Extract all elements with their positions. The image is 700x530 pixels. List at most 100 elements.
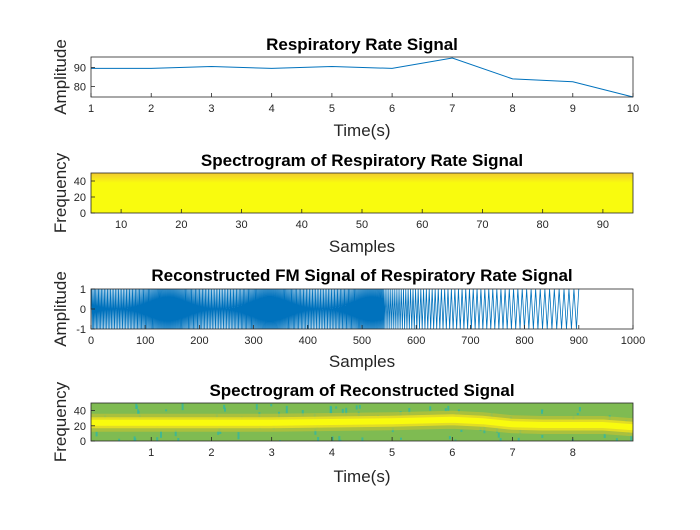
- spectrogram-speckle: [541, 410, 543, 414]
- x-tick-label: 700: [461, 335, 479, 347]
- x-tick-label: 3: [269, 447, 275, 459]
- y-tick-label: 20: [74, 192, 86, 204]
- x-tick-label: 6: [389, 103, 395, 115]
- y-tick-label: -1: [76, 324, 86, 336]
- spectrogram-speckle: [577, 413, 579, 415]
- chart-title: Respiratory Rate Signal: [266, 35, 458, 54]
- x-tick-label: 4: [269, 103, 275, 115]
- x-tick-label: 800: [515, 335, 533, 347]
- y-tick-label: 40: [74, 406, 86, 418]
- x-tick-label: 1: [88, 103, 94, 115]
- y-axis-label: Amplitude: [51, 39, 70, 115]
- spectrogram-speckle: [286, 406, 288, 413]
- y-tick-label: 0: [80, 304, 86, 316]
- spectrogram-speckle: [541, 435, 543, 438]
- x-tick-label: 50: [356, 219, 368, 231]
- y-tick-label: 1: [80, 284, 86, 296]
- y-tick-label: 80: [74, 82, 86, 94]
- spectrogram-speckle: [96, 432, 98, 437]
- x-tick-label: 900: [570, 335, 588, 347]
- spectrogram-speckle: [449, 436, 451, 439]
- x-tick-label: 600: [407, 335, 425, 347]
- x-tick-label: 1: [148, 447, 154, 459]
- y-axis-label: Frequency: [51, 381, 70, 462]
- x-tick-label: 100: [136, 335, 154, 347]
- x-tick-label: 500: [353, 335, 371, 347]
- x-tick-label: 400: [299, 335, 317, 347]
- spectrogram-speckle: [400, 438, 402, 440]
- spectrogram-image: [91, 173, 633, 213]
- spectrogram-speckle: [518, 438, 520, 443]
- x-tick-label: 30: [235, 219, 247, 231]
- x-axis-label: Time(s): [334, 121, 391, 140]
- spectrogram-speckle: [429, 406, 431, 410]
- spectrogram-speckle: [616, 438, 618, 445]
- x-tick-label: 2: [208, 447, 214, 459]
- spectrogram-speckle: [361, 437, 363, 443]
- x-tick-label: 4: [329, 447, 335, 459]
- x-tick-label: 0: [88, 335, 94, 347]
- spectrogram-speckle: [165, 409, 167, 411]
- chart-title: Spectrogram of Reconstructed Signal: [209, 381, 514, 400]
- spectrogram-speckle: [356, 405, 358, 409]
- spectrogram-speckle: [182, 403, 184, 410]
- x-tick-label: 200: [190, 335, 208, 347]
- plot-area: [91, 57, 633, 97]
- spectrogram-speckle: [138, 411, 140, 414]
- spectrogram-speckle: [136, 406, 138, 409]
- x-tick-label: 1000: [621, 335, 645, 347]
- spectrogram-speckle: [579, 407, 581, 411]
- spectrogram-speckle: [447, 406, 449, 411]
- x-tick-label: 5: [389, 447, 395, 459]
- spectrogram-speckle: [460, 430, 462, 432]
- x-tick-label: 8: [509, 103, 515, 115]
- x-tick-label: 7: [449, 103, 455, 115]
- x-tick-label: 90: [597, 219, 609, 231]
- x-tick-label: 7: [509, 447, 515, 459]
- x-tick-label: 9: [570, 103, 576, 115]
- x-tick-label: 3: [208, 103, 214, 115]
- x-tick-label: 80: [537, 219, 549, 231]
- spectrogram-speckle: [330, 406, 332, 414]
- x-tick-label: 8: [570, 447, 576, 459]
- chart-title: Spectrogram of Respiratory Rate Signal: [201, 151, 523, 170]
- spectrogram-speckle: [454, 440, 456, 447]
- x-tick-label: 40: [296, 219, 308, 231]
- y-axis-label: Frequency: [51, 152, 70, 233]
- spectrogram-speckle: [317, 437, 319, 442]
- spectrogram-speckle: [118, 439, 120, 447]
- spectrogram-image: [91, 403, 633, 447]
- chart-title: Reconstructed FM Signal of Respiratory R…: [151, 266, 572, 285]
- x-tick-label: 70: [476, 219, 488, 231]
- x-tick-label: 6: [449, 447, 455, 459]
- y-axis-label: Amplitude: [51, 271, 70, 347]
- spectrogram-speckle: [156, 437, 158, 443]
- y-tick-label: 40: [74, 176, 86, 188]
- spectrogram-speckle: [498, 433, 500, 438]
- spectrogram-speckle: [256, 404, 258, 410]
- spectrogram-speckle: [224, 408, 226, 412]
- x-tick-label: 60: [416, 219, 428, 231]
- y-tick-label: 0: [80, 208, 86, 220]
- x-axis-label: Samples: [329, 352, 395, 371]
- spectrogram-speckle: [359, 405, 361, 409]
- x-tick-label: 5: [329, 103, 335, 115]
- x-axis-label: Time(s): [334, 467, 391, 486]
- x-tick-label: 300: [244, 335, 262, 347]
- x-tick-label: 20: [175, 219, 187, 231]
- spectrogram-speckle: [500, 438, 502, 443]
- x-axis-label: Samples: [329, 237, 395, 256]
- y-tick-label: 90: [74, 62, 86, 74]
- panel-fm-signal: Reconstructed FM Signal of Respiratory R…: [51, 266, 645, 371]
- x-tick-label: 10: [115, 219, 127, 231]
- x-tick-label: 10: [627, 103, 639, 115]
- spectrogram-speckle: [270, 404, 272, 406]
- y-tick-label: 0: [80, 436, 86, 448]
- y-tick-label: 20: [74, 421, 86, 433]
- spectrogram-speckle: [238, 432, 240, 439]
- panel-spectrogram-reconstructed: Spectrogram of Reconstructed Signal 1 2 3 4…: [51, 381, 633, 486]
- spectrogram-speckle: [335, 406, 337, 408]
